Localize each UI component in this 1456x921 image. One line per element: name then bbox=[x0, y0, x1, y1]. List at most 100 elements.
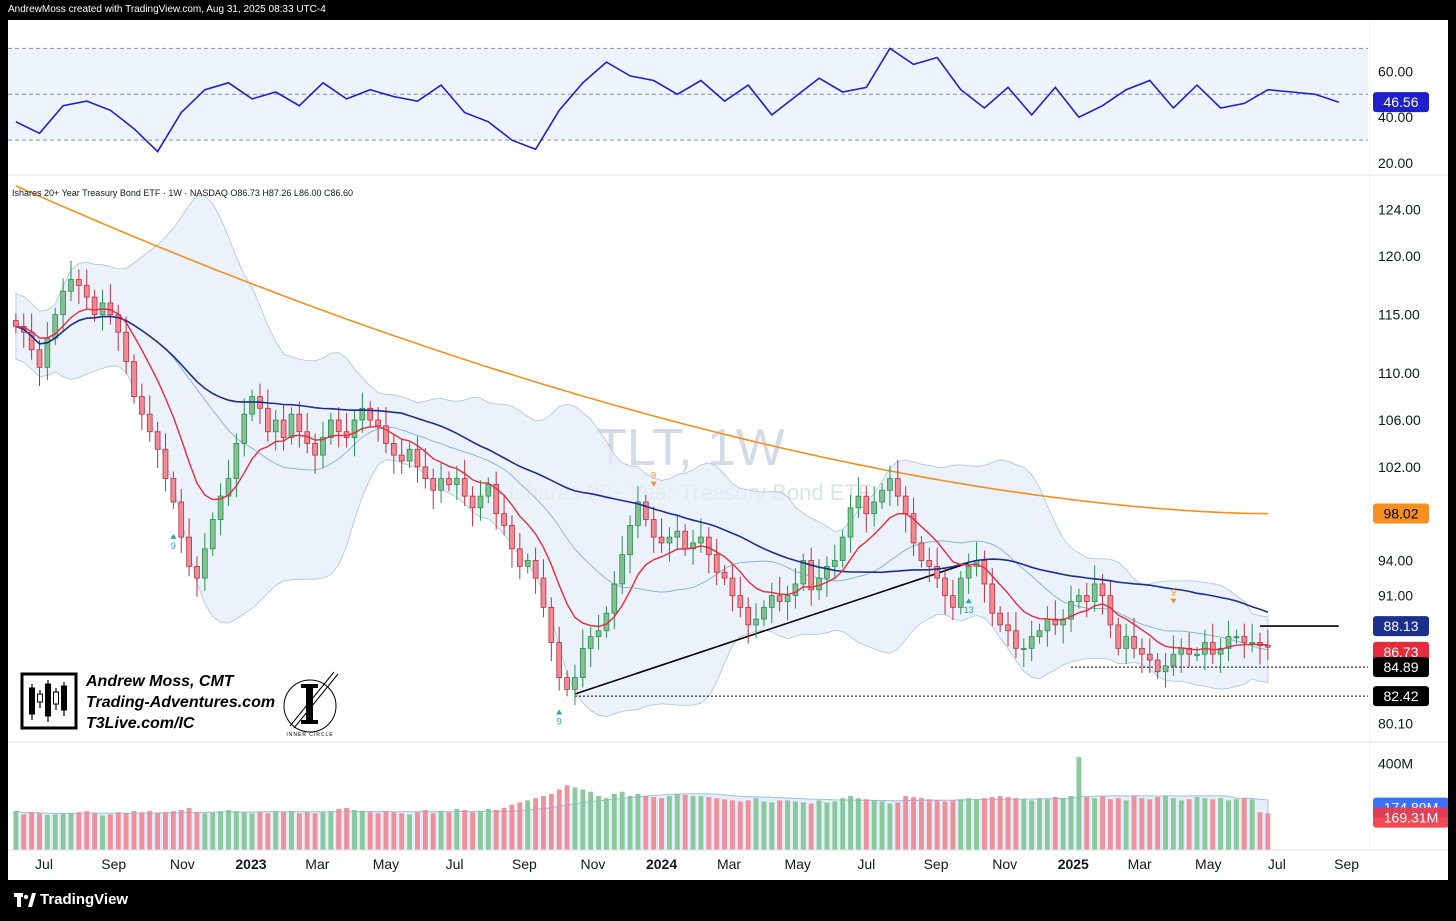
candle bbox=[824, 565, 830, 579]
price-panel[interactable]: TLT, 1WIshares 20+ Year Treasury Bond ET… bbox=[12, 185, 1429, 738]
volume-panel[interactable]: 400M174.89M169.31M bbox=[8, 741, 1448, 851]
volume-bar bbox=[966, 798, 972, 850]
candle bbox=[367, 407, 374, 421]
branding: Andrew Moss, CMT Trading-Adventures.com T3… bbox=[20, 671, 339, 738]
candle bbox=[926, 560, 933, 567]
volume-bar bbox=[1044, 799, 1050, 850]
price-tick-label: 80.10 bbox=[1378, 715, 1413, 731]
candle bbox=[532, 560, 539, 579]
volume-bar bbox=[848, 796, 853, 850]
rsi-line bbox=[15, 47, 1340, 153]
header-text: AndrewMoss created with TradingView.com,… bbox=[8, 4, 326, 15]
volume-bar bbox=[289, 811, 294, 850]
volume-value-label: 169.31M bbox=[1384, 810, 1438, 826]
candle bbox=[808, 560, 815, 591]
candle bbox=[942, 577, 948, 597]
candle bbox=[438, 478, 444, 491]
rsi-panel[interactable]: 60.00 40.00 20.00 46.56 bbox=[8, 47, 1429, 171]
volume-bar bbox=[454, 808, 460, 850]
volume-bar bbox=[375, 813, 381, 850]
candle bbox=[1076, 595, 1082, 602]
time-tick-label: 2024 bbox=[646, 856, 677, 872]
candle bbox=[1020, 647, 1027, 650]
volume-bar bbox=[92, 813, 98, 850]
volume-bar bbox=[714, 798, 720, 850]
volume-bar bbox=[1092, 798, 1098, 850]
price-tick-label: 115.00 bbox=[1378, 307, 1420, 323]
volume-bar bbox=[123, 813, 129, 850]
candle bbox=[635, 501, 641, 526]
volume-bar bbox=[186, 807, 192, 850]
candle bbox=[950, 595, 956, 608]
volume-tick-label: 400M bbox=[1378, 756, 1413, 772]
volume-bar bbox=[68, 812, 74, 850]
volume-bar bbox=[950, 800, 956, 850]
candle bbox=[855, 495, 862, 509]
time-tick-label: May bbox=[373, 856, 399, 872]
volume-bar bbox=[611, 793, 617, 850]
candle bbox=[800, 560, 807, 585]
volume-bar bbox=[233, 811, 239, 850]
volume-bar bbox=[879, 801, 885, 850]
badge-text: INNER CIRCLE bbox=[286, 732, 333, 738]
candle bbox=[682, 530, 689, 550]
volume-bar bbox=[470, 812, 476, 850]
volume-bar bbox=[1147, 799, 1153, 850]
candle bbox=[524, 560, 531, 567]
candle bbox=[430, 478, 437, 491]
volume-bar bbox=[194, 812, 200, 850]
time-tick-label: Mar bbox=[305, 856, 329, 872]
volume-bar bbox=[918, 798, 924, 850]
symbol-legend[interactable]: Ishares 20+ Year Treasury Bond ETF · 1W … bbox=[12, 188, 353, 198]
volume-bar bbox=[1131, 796, 1137, 850]
candle bbox=[910, 513, 917, 544]
volume-bar bbox=[666, 796, 672, 850]
candle bbox=[280, 419, 287, 438]
volume-bar bbox=[430, 813, 436, 850]
candle bbox=[453, 478, 460, 485]
candle bbox=[1146, 653, 1153, 661]
candle bbox=[784, 595, 791, 602]
time-tick-label: Jul bbox=[35, 856, 53, 872]
time-axis[interactable]: Jul Sep Nov 2023 Mar May Jul Sep Nov 2024 Mar May Ju… bbox=[8, 849, 1448, 872]
setup-count-label: 9 bbox=[1171, 588, 1176, 598]
volume-bar bbox=[556, 789, 562, 850]
volume-bar bbox=[115, 812, 121, 850]
tradingview-logo[interactable]: TradingView bbox=[14, 891, 128, 908]
volume-bar bbox=[1115, 798, 1121, 850]
volume-bar bbox=[1052, 797, 1058, 850]
volume-bar bbox=[643, 796, 649, 850]
logo-candle bbox=[53, 691, 59, 705]
candle bbox=[540, 577, 547, 608]
candle bbox=[469, 495, 476, 509]
candle bbox=[816, 577, 822, 591]
volume-bar bbox=[344, 807, 350, 850]
badge-letter-i-top bbox=[301, 684, 318, 688]
candle bbox=[572, 677, 578, 690]
volume-bar bbox=[44, 815, 50, 850]
volume-bar bbox=[1210, 799, 1216, 850]
badge-letter-i bbox=[306, 684, 313, 724]
volume-bar bbox=[1021, 799, 1027, 850]
volume-bar bbox=[541, 796, 546, 850]
candle bbox=[792, 583, 799, 597]
footer-brand: TradingView bbox=[40, 891, 129, 908]
volume-bar bbox=[895, 802, 901, 850]
chart-panel[interactable]: 60.00 40.00 20.00 46.56 TLT, 1WIshares 20+ Y… bbox=[8, 20, 1448, 880]
volume-bar bbox=[942, 801, 948, 850]
candle bbox=[650, 519, 657, 538]
volume-bar bbox=[1123, 800, 1129, 850]
chart-canvas[interactable]: 60.00 40.00 20.00 46.56 TLT, 1WIshares 20+ Y… bbox=[8, 20, 1448, 880]
candle bbox=[288, 413, 295, 438]
price-label-badge bbox=[1373, 616, 1429, 637]
volume-value-badge bbox=[1373, 807, 1448, 828]
legend-ohlc-value: 86.60 bbox=[330, 188, 353, 198]
volume-bar bbox=[383, 811, 389, 850]
volume-bar bbox=[249, 813, 255, 850]
sma200-line bbox=[15, 185, 1268, 515]
candle bbox=[1123, 636, 1129, 649]
volume-bar bbox=[501, 807, 507, 850]
volume-bar bbox=[218, 811, 224, 850]
legend-ohlc-key: O bbox=[230, 188, 237, 198]
volume-bar bbox=[296, 813, 302, 850]
